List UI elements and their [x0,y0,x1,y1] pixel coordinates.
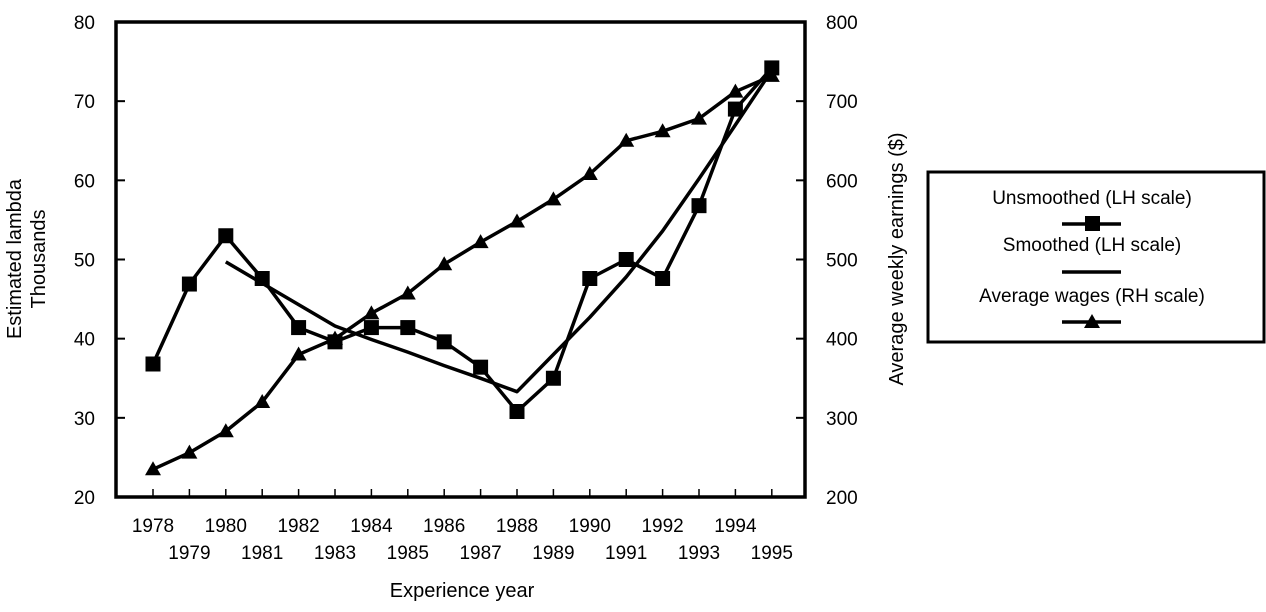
x-tick-label: 1987 [459,543,501,564]
right-y-tick-label: 500 [826,251,858,272]
data-point-square [145,356,161,372]
left-y-axis-title-line2: Thousands [28,210,50,309]
data-point-square [727,101,743,117]
legend-label-wages: Average wages (RH scale) [979,286,1205,307]
plot-area-frame [114,20,807,499]
legend-label-unsmoothed: Unsmoothed (LH scale) [992,188,1192,209]
legend-box [926,170,1266,344]
x-tick-label: 1993 [678,543,720,564]
data-point-square [655,271,671,286]
series-layer [145,60,780,476]
left-y-tick-label: 60 [74,171,95,192]
right-y-tick-label: 400 [826,330,858,351]
x-tick-label: 1994 [714,516,757,537]
x-tick-label: 1995 [751,543,793,564]
data-point-square [436,334,452,350]
data-point-triangle [217,423,234,438]
x-tick-label: 1984 [350,516,393,537]
x-tick-label: 1979 [168,543,210,564]
x-tick-label: 1990 [569,516,611,537]
left-y-axis-title-line1: Estimated lambda [4,178,26,339]
x-tick-label: 1986 [423,516,465,537]
data-point-square [218,228,234,244]
data-point-square [545,370,561,386]
x-tick-label: 1985 [387,543,429,564]
legend-marker-square [1085,216,1100,231]
series-line-unsmoothed [151,66,774,414]
x-tick-label: 1991 [605,543,647,564]
x-tick-label: 1992 [641,516,683,537]
data-point-square [400,320,416,336]
data-point-square [363,320,379,336]
legend-label-smoothed: Smoothed (LH scale) [1003,235,1181,256]
x-tick-label: 1989 [532,543,574,564]
data-point-square [618,252,634,267]
data-point-triangle [654,123,671,138]
right-y-tick-label: 600 [826,171,858,192]
left-y-tick-label: 40 [74,330,95,351]
right-y-tick-label: 200 [826,488,858,509]
data-point-triangle [290,346,307,361]
right-y-tick-label: 800 [826,13,858,34]
data-point-square [473,359,489,375]
right-y-axis-title: Average weekly earnings ($) [886,132,908,385]
data-point-triangle [727,83,744,98]
data-point-triangle [181,444,198,459]
left-y-tick-label: 30 [74,409,95,430]
data-point-triangle [618,132,635,147]
left-y-tick-label: 80 [74,13,95,34]
x-tick-label: 1980 [205,516,247,537]
data-point-triangle [436,256,453,271]
x-tick-label: 1978 [132,516,174,537]
data-point-square [291,320,307,336]
data-point-triangle [327,330,343,345]
data-point-triangle [363,305,380,320]
data-point-square [691,198,707,214]
data-point-triangle [545,191,562,206]
legend-marker-triangle [1084,314,1100,328]
data-point-triangle [509,213,525,228]
data-point-square [509,404,525,419]
x-tick-label: 1981 [241,543,283,564]
x-tick-label: 1982 [277,516,319,537]
left-y-tick-label: 50 [74,251,95,272]
right-y-tick-label: 300 [826,409,858,430]
x-axis-title: Experience year [390,580,535,602]
x-axis: 1978 1980 1982 1984 1986 1988 1990 1992 1994 1979… [132,489,793,564]
series-line-smoothed [224,69,774,394]
right-y-axis: 200 300 400 500 600 700 800 [796,13,858,509]
x-tick-label: 1983 [314,543,356,564]
x-tick-label: 1988 [496,516,538,537]
data-point-triangle [145,461,161,476]
left-y-axis: 20 30 40 50 60 70 80 [74,13,125,509]
data-point-triangle [254,394,271,408]
data-point-square [582,271,598,286]
data-point-triangle [691,110,707,125]
right-y-tick-label: 700 [826,92,858,113]
data-point-square [181,276,197,292]
left-y-tick-label: 20 [74,488,95,509]
data-point-triangle [763,67,780,82]
data-point-triangle [399,285,416,300]
legend: Unsmoothed (LH scale) Smoothed (LH scale… [926,170,1266,344]
left-y-tick-label: 70 [74,92,95,113]
data-point-triangle [581,166,598,180]
data-point-triangle [472,234,489,249]
